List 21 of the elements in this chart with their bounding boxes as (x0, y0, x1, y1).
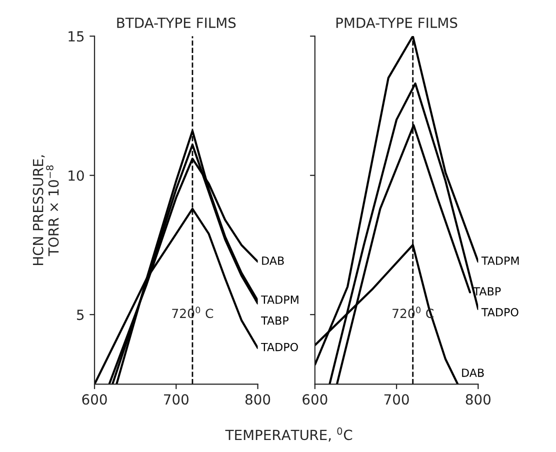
series-label: TADPM (481, 256, 519, 265)
ref-line-label: 720$^{0}$ C (172, 306, 214, 318)
series-label: DAB (262, 256, 284, 265)
chart-title: BTDA-TYPE FILMS (117, 18, 236, 28)
y-tick-label: 15 (68, 31, 84, 42)
series-label: TADPO (481, 308, 518, 316)
series-label: TABP (261, 316, 289, 325)
series-label: TADPM (261, 296, 298, 304)
x-tick-label: 800 (245, 394, 270, 405)
x-tick-label: 700 (164, 394, 188, 405)
y-tick-label: 5 (77, 310, 84, 320)
x-tick-label: 700 (384, 394, 409, 405)
series-label: DAB (462, 368, 484, 377)
x-axis-title: TEMPERATURE, $^{0}$C (225, 427, 352, 442)
y-axis-title: HCN PRESSURE, TORR × 10$^{−8}$ (32, 155, 59, 266)
x-tick-label: 600 (82, 394, 107, 405)
x-tick-label: 600 (302, 394, 328, 405)
series-label: TADPO (261, 342, 298, 352)
y-tick-label: 10 (68, 170, 84, 181)
x-tick-label: 800 (466, 394, 490, 405)
chart-title: PMDA-TYPE FILMS (336, 18, 458, 28)
